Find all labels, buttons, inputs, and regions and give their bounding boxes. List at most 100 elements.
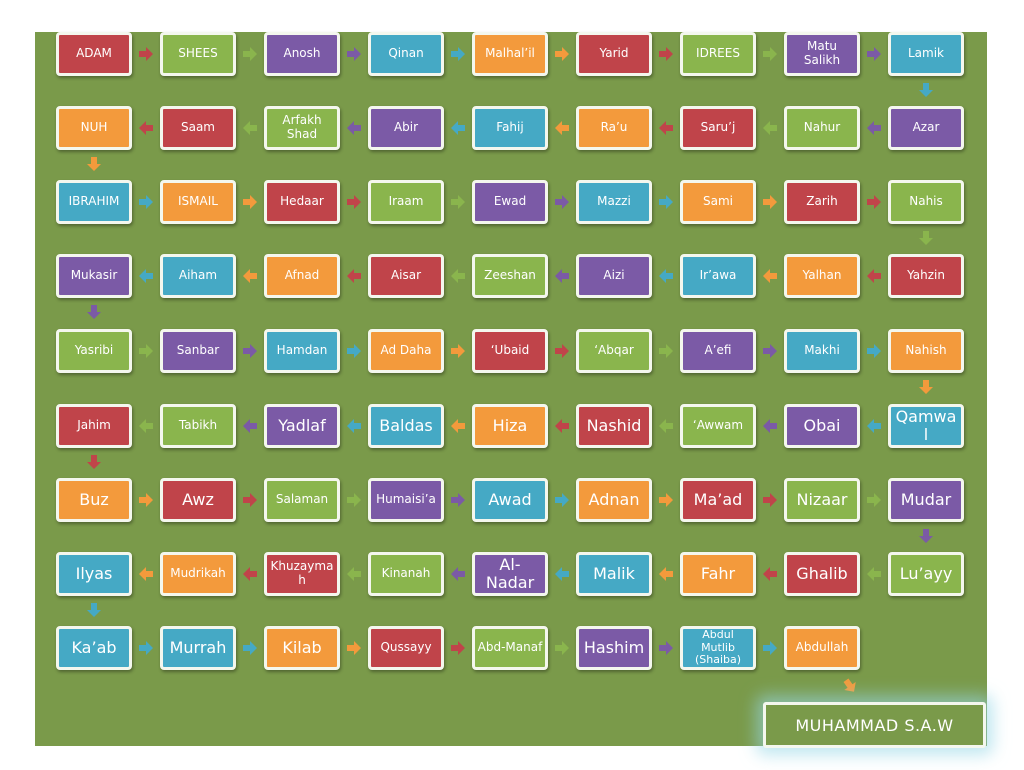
flow-arrow xyxy=(347,641,361,655)
flow-arrow-final xyxy=(843,678,856,692)
flow-arrow xyxy=(243,195,257,209)
flow-arrow xyxy=(139,269,153,283)
person-tile: Zarih xyxy=(784,180,860,224)
flow-arrow xyxy=(555,493,569,507)
person-tile: Sanbar xyxy=(160,329,236,373)
flow-arrow xyxy=(763,47,777,61)
flow-arrow xyxy=(347,269,361,283)
person-tile: Kilab xyxy=(264,626,340,670)
person-tile: Ewad xyxy=(472,180,548,224)
person-tile: IDREES xyxy=(680,32,756,76)
person-tile: Nahis xyxy=(888,180,964,224)
flow-arrow xyxy=(555,344,569,358)
person-tile: Qinan xyxy=(368,32,444,76)
person-tile: Ra’u xyxy=(576,106,652,150)
person-tile: Qussayy xyxy=(368,626,444,670)
flow-arrow xyxy=(243,493,257,507)
person-tile: Aizi xyxy=(576,254,652,298)
flow-arrow xyxy=(867,493,881,507)
person-tile: Abdullah xyxy=(784,626,860,670)
flow-arrow xyxy=(451,47,465,61)
person-tile: Makhi xyxy=(784,329,860,373)
flow-arrow xyxy=(867,195,881,209)
person-tile: A’efi xyxy=(680,329,756,373)
person-tile: IBRAHIM xyxy=(56,180,132,224)
flow-arrow xyxy=(867,269,881,283)
person-tile: Malik xyxy=(576,552,652,596)
person-tile: Tabikh xyxy=(160,404,236,448)
person-tile: Ilyas xyxy=(56,552,132,596)
flow-arrow xyxy=(451,493,465,507)
person-tile: Mudrikah xyxy=(160,552,236,596)
person-tile: Saam xyxy=(160,106,236,150)
person-tile: Ad Daha xyxy=(368,329,444,373)
flow-arrow xyxy=(659,195,673,209)
flow-arrow xyxy=(555,47,569,61)
person-tile: Obai xyxy=(784,404,860,448)
person-tile: NUH xyxy=(56,106,132,150)
flow-arrow-down xyxy=(919,529,933,543)
flow-arrow xyxy=(451,269,465,283)
person-tile: Kinanah xyxy=(368,552,444,596)
person-tile: Yadlaf xyxy=(264,404,340,448)
person-tile: Nashid xyxy=(576,404,652,448)
flow-arrow-down xyxy=(87,455,101,469)
person-tile: Afnad xyxy=(264,254,340,298)
person-tile: Nahur xyxy=(784,106,860,150)
flow-arrow xyxy=(451,195,465,209)
person-tile: Qamwa l xyxy=(888,404,964,448)
flow-arrow xyxy=(867,47,881,61)
flow-arrow xyxy=(555,269,569,283)
person-tile: Al-Nadar xyxy=(472,552,548,596)
person-tile: Hedaar xyxy=(264,180,340,224)
person-tile: Fahr xyxy=(680,552,756,596)
person-tile: Awz xyxy=(160,478,236,522)
person-tile: Azar xyxy=(888,106,964,150)
flow-arrow xyxy=(867,419,881,433)
flow-arrow xyxy=(659,641,673,655)
person-tile: Sami xyxy=(680,180,756,224)
flow-arrow xyxy=(243,567,257,581)
flow-arrow xyxy=(659,269,673,283)
person-tile: Zeeshan xyxy=(472,254,548,298)
person-tile: Awad xyxy=(472,478,548,522)
flow-arrow xyxy=(347,493,361,507)
flow-arrow xyxy=(139,121,153,135)
person-tile: Ghalib xyxy=(784,552,860,596)
flow-arrow xyxy=(659,493,673,507)
flow-arrow xyxy=(451,121,465,135)
person-tile: Baldas xyxy=(368,404,444,448)
flow-arrow xyxy=(763,269,777,283)
flow-arrow xyxy=(451,419,465,433)
flow-arrow xyxy=(347,344,361,358)
flow-arrow-down xyxy=(919,83,933,97)
flow-arrow xyxy=(867,567,881,581)
person-tile: ISMAIL xyxy=(160,180,236,224)
person-tile: Aiham xyxy=(160,254,236,298)
flow-arrow xyxy=(451,567,465,581)
person-tile: Abd-Manaf xyxy=(472,626,548,670)
flow-arrow xyxy=(555,419,569,433)
flow-arrow xyxy=(555,567,569,581)
flow-arrow xyxy=(347,567,361,581)
person-tile: SHEES xyxy=(160,32,236,76)
person-tile: Hashim xyxy=(576,626,652,670)
flow-arrow xyxy=(659,121,673,135)
person-tile: Fahij xyxy=(472,106,548,150)
flow-arrow xyxy=(139,47,153,61)
person-tile: Abir xyxy=(368,106,444,150)
person-tile: Saru’j xyxy=(680,106,756,150)
flow-arrow xyxy=(347,121,361,135)
flow-arrow xyxy=(243,419,257,433)
person-tile: Adnan xyxy=(576,478,652,522)
person-tile: Ma’ad xyxy=(680,478,756,522)
flow-arrow xyxy=(763,344,777,358)
person-tile: Lu’ayy xyxy=(888,552,964,596)
flow-arrow xyxy=(763,195,777,209)
person-tile: Murrah xyxy=(160,626,236,670)
person-tile: Malhal’il xyxy=(472,32,548,76)
flow-arrow xyxy=(347,419,361,433)
flow-arrow xyxy=(763,641,777,655)
flow-arrow xyxy=(243,641,257,655)
flow-arrow-down xyxy=(919,380,933,394)
